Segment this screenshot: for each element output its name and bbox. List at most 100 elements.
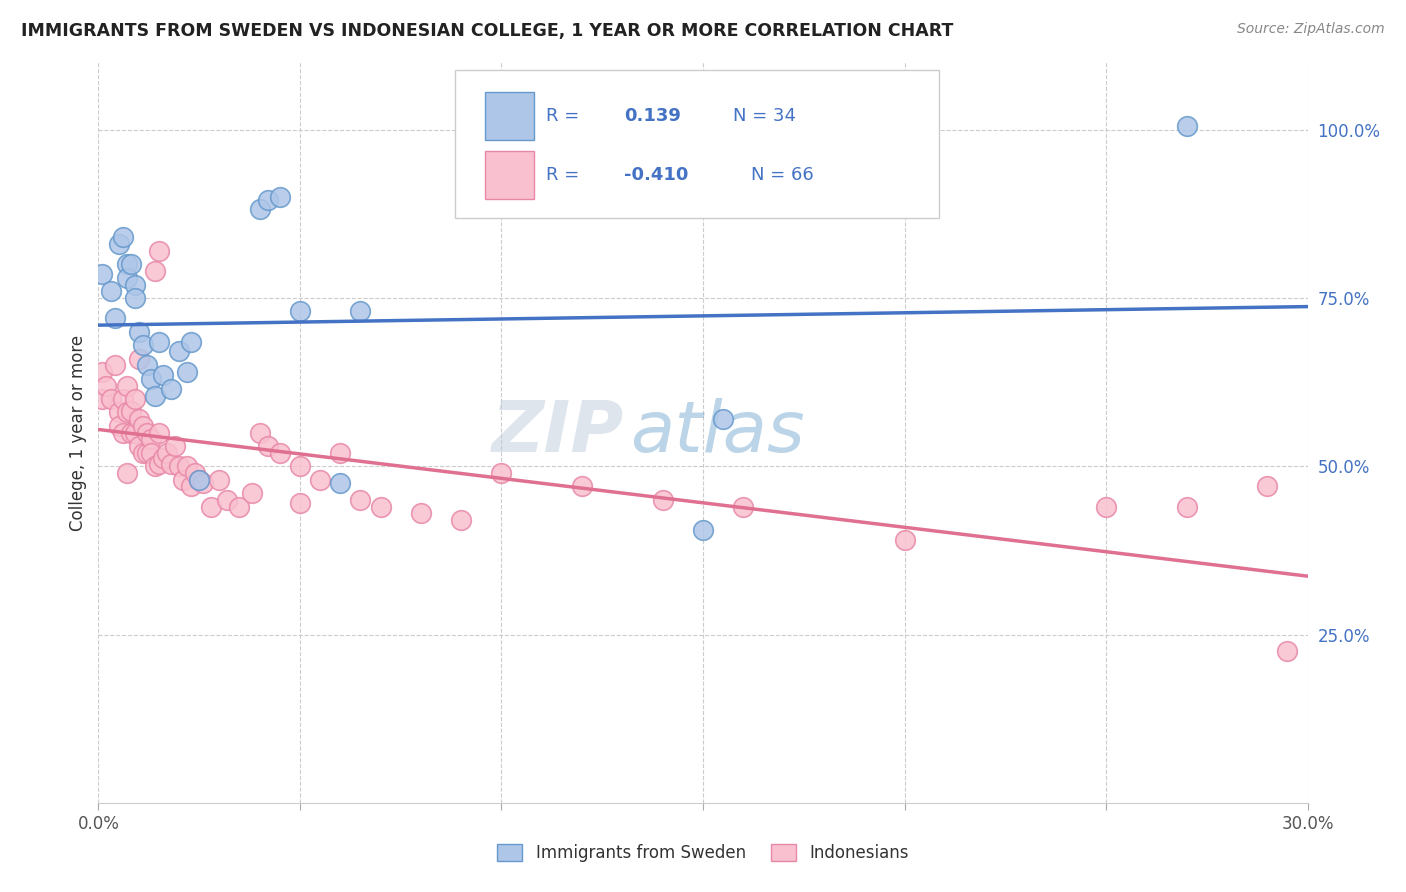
Point xyxy=(180,334,202,349)
Y-axis label: College, 1 year or more: College, 1 year or more xyxy=(69,334,87,531)
Point xyxy=(148,457,170,471)
Point xyxy=(152,451,174,466)
Point xyxy=(188,473,211,487)
Point xyxy=(128,412,150,426)
Point xyxy=(107,405,129,419)
Point xyxy=(96,378,118,392)
Point xyxy=(107,237,129,252)
Point xyxy=(491,466,513,480)
Point xyxy=(135,359,157,373)
Point xyxy=(135,425,157,440)
Text: IMMIGRANTS FROM SWEDEN VS INDONESIAN COLLEGE, 1 YEAR OR MORE CORRELATION CHART: IMMIGRANTS FROM SWEDEN VS INDONESIAN COL… xyxy=(21,22,953,40)
Point xyxy=(184,466,207,480)
Point xyxy=(148,244,170,258)
Point xyxy=(103,311,125,326)
Text: 0.139: 0.139 xyxy=(624,107,682,125)
Point xyxy=(132,446,155,460)
Point xyxy=(124,291,146,305)
Point xyxy=(115,466,138,480)
Point xyxy=(128,351,150,366)
Point xyxy=(124,392,146,406)
Point xyxy=(193,476,215,491)
Point xyxy=(139,446,162,460)
Point xyxy=(651,492,673,507)
Point xyxy=(120,425,142,440)
Point xyxy=(208,473,231,487)
Point xyxy=(115,270,138,285)
Point xyxy=(288,496,311,510)
Point xyxy=(256,194,278,208)
Bar xyxy=(485,92,534,140)
Point xyxy=(240,486,263,500)
Point xyxy=(160,457,183,471)
Point xyxy=(124,277,146,292)
Point xyxy=(269,190,291,204)
Point xyxy=(450,513,472,527)
Point xyxy=(256,439,278,453)
Point xyxy=(349,304,371,318)
Point xyxy=(167,343,190,358)
Point xyxy=(115,378,138,392)
Point xyxy=(163,439,186,453)
Point xyxy=(128,325,150,339)
Point xyxy=(139,372,162,386)
Point xyxy=(143,264,166,278)
Point xyxy=(176,365,198,379)
Text: R =: R = xyxy=(546,166,585,184)
Point xyxy=(160,382,183,396)
Point xyxy=(180,479,202,493)
Point xyxy=(132,418,155,433)
Point xyxy=(288,459,311,474)
Point xyxy=(1175,120,1198,134)
Point xyxy=(176,459,198,474)
Point xyxy=(143,459,166,474)
Point xyxy=(100,285,122,299)
Point xyxy=(100,392,122,406)
Point xyxy=(115,405,138,419)
Point xyxy=(329,446,352,460)
Point xyxy=(111,425,134,440)
Point xyxy=(135,446,157,460)
Point xyxy=(309,473,332,487)
FancyBboxPatch shape xyxy=(456,70,939,218)
Point xyxy=(1095,500,1118,514)
Point xyxy=(200,500,222,514)
Point xyxy=(370,500,392,514)
Point xyxy=(349,492,371,507)
Point xyxy=(156,446,179,460)
Bar xyxy=(485,152,534,200)
Text: N = 34: N = 34 xyxy=(734,107,796,125)
Point xyxy=(111,392,134,406)
Point xyxy=(103,359,125,373)
Point xyxy=(249,425,271,440)
Point xyxy=(217,492,239,507)
Point xyxy=(128,439,150,453)
Point xyxy=(132,338,155,352)
Point xyxy=(1175,500,1198,514)
Point xyxy=(148,425,170,440)
Text: -0.410: -0.410 xyxy=(624,166,689,184)
Point xyxy=(143,389,166,403)
Point xyxy=(571,479,593,493)
Point xyxy=(269,446,291,460)
Point xyxy=(733,500,755,514)
Point xyxy=(139,433,162,447)
Point xyxy=(249,202,271,216)
Point xyxy=(120,404,142,418)
Point xyxy=(111,230,134,244)
Point xyxy=(167,459,190,474)
Point xyxy=(120,257,142,271)
Point xyxy=(152,368,174,383)
Point xyxy=(91,392,114,406)
Point xyxy=(288,304,311,318)
Point xyxy=(228,500,250,514)
Point xyxy=(893,533,915,548)
Point xyxy=(409,507,432,521)
Point xyxy=(1277,644,1299,658)
Text: atlas: atlas xyxy=(630,398,806,467)
Point xyxy=(107,418,129,433)
Point xyxy=(188,473,211,487)
Point xyxy=(115,257,138,271)
Point xyxy=(91,268,114,282)
Legend: Immigrants from Sweden, Indonesians: Immigrants from Sweden, Indonesians xyxy=(491,837,915,869)
